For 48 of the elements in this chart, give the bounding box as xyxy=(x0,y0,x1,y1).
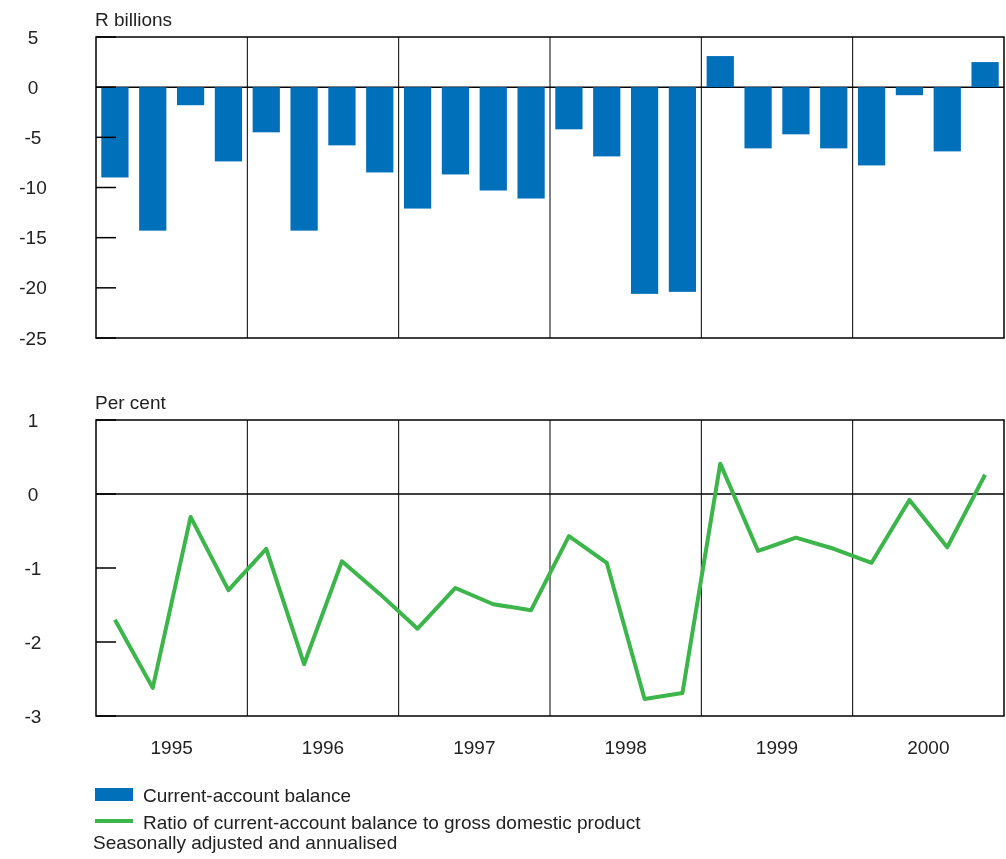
bar xyxy=(744,87,772,149)
x-tick-label: 1996 xyxy=(301,737,345,758)
bar xyxy=(555,87,583,130)
bar xyxy=(176,87,205,106)
bar xyxy=(668,87,697,292)
bar xyxy=(366,87,394,173)
bar xyxy=(782,87,810,135)
y-tick-label: -25 xyxy=(19,327,47,349)
bar xyxy=(517,87,545,199)
bar xyxy=(857,87,886,166)
bar xyxy=(252,87,280,133)
x-tick-label: 1998 xyxy=(604,737,647,758)
x-tick-label: 1997 xyxy=(453,737,496,758)
x-tick-label: 1995 xyxy=(150,737,193,758)
y-tick-label: 5 xyxy=(27,26,39,48)
bar xyxy=(933,87,961,152)
y-tick-label: 0 xyxy=(27,76,39,98)
y-tick-label: -3 xyxy=(24,705,42,727)
legend-label: Current-account balance xyxy=(143,784,352,806)
bar xyxy=(101,87,129,178)
y-tick-label: -15 xyxy=(19,227,47,249)
y-tick-label: -5 xyxy=(24,126,42,148)
y-axis-title: Per cent xyxy=(95,392,167,413)
bar xyxy=(820,87,848,149)
y-tick-label: -20 xyxy=(19,277,47,299)
y-tick-label: -2 xyxy=(24,631,42,653)
y-tick-label: -1 xyxy=(24,557,42,579)
legend-label: Ratio of current-account balance to gross domestic product xyxy=(143,811,642,833)
bar xyxy=(706,56,734,88)
bar xyxy=(403,87,432,209)
bar xyxy=(895,87,924,96)
bar xyxy=(441,87,470,175)
bar xyxy=(290,87,318,231)
y-axis-title: R billions xyxy=(95,9,173,30)
bar xyxy=(214,87,243,162)
y-tick-label: -10 xyxy=(19,177,47,199)
bar xyxy=(630,87,659,294)
bar xyxy=(593,87,621,157)
text: Seasonally adjusted and annualised xyxy=(93,832,398,853)
y-tick-label: 1 xyxy=(27,409,39,431)
x-tick-label: 2000 xyxy=(907,737,950,758)
bar xyxy=(139,87,167,231)
bar xyxy=(479,87,507,191)
bar xyxy=(971,62,999,88)
x-tick-label: 1999 xyxy=(755,737,799,758)
bar xyxy=(328,87,356,146)
y-tick-label: 0 xyxy=(27,483,39,505)
line-series xyxy=(112,461,988,701)
